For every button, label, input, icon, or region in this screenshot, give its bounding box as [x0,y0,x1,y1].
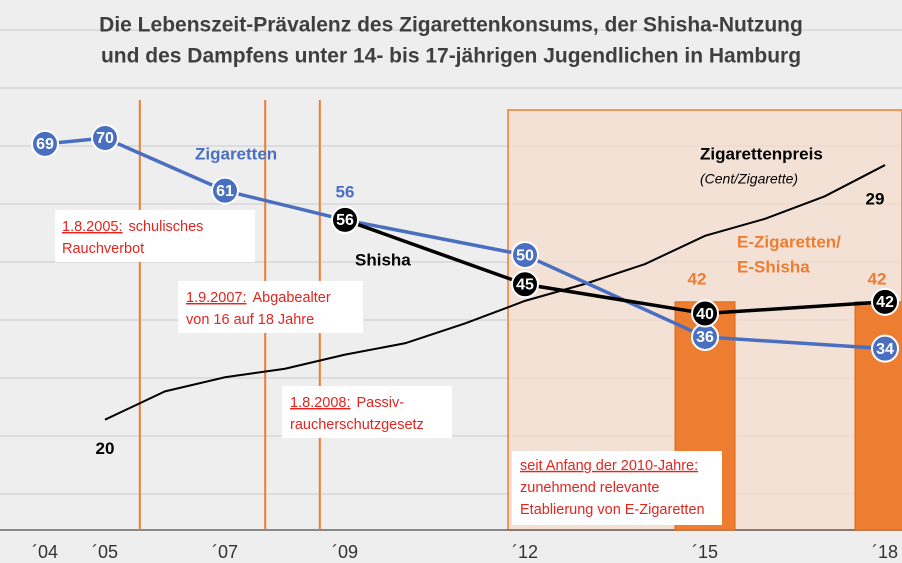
point [91,124,120,153]
x-tick-label: ´15 [692,542,718,562]
x-tick-label: ´09 [332,542,358,562]
point [871,287,900,316]
bar [854,301,902,531]
point [871,334,900,363]
point [511,241,540,270]
point-label: 69 [36,136,54,153]
point-label: 50 [516,247,534,264]
x-tick-label: ´04 [32,542,58,562]
point-label: 36 [696,329,714,346]
annotation-date: 1.9.2007: [186,290,246,306]
annotation-text: Abgabealter [252,290,330,306]
point [691,299,720,328]
point-label: 40 [696,306,714,323]
point-label: 56 [336,182,355,201]
line [104,164,886,421]
series-name: Zigaretten [195,144,277,163]
series-name: Zigarettenpreis [700,144,823,163]
bar-label: 42 [868,269,887,288]
point [511,270,540,299]
point-label: 42 [876,294,894,311]
annotation: raucherschutzgesetz [290,417,424,433]
annotation: 1.8.2005: schulisches [62,219,203,235]
annotation-text: Passiv- [356,395,404,411]
series-name: E-Shisha [737,257,810,276]
x-tick-label: ´18 [872,542,898,562]
annotation: von 16 auf 18 Jahre [186,312,314,328]
note: seit Anfang der 2010-Jahre: [520,458,698,474]
note: Etablierung von E-Zigaretten [520,502,705,518]
annotation: 1.8.2008: Passiv- [290,395,404,411]
x-tick-label: ´12 [512,542,538,562]
note-box [512,451,722,525]
annotation-box [178,281,363,333]
price-label: 20 [96,439,115,458]
chart-title: und des Dampfens unter 14- bis 17-jährig… [101,45,801,68]
note: zunehmend relevante [520,480,659,496]
annotation-text: schulisches [128,219,203,235]
annotation-box [282,386,452,438]
chart-title: Die Lebenszeit-Prävalenz des Zigarettenk… [99,14,803,37]
point [331,205,360,234]
x-tick-label: ´07 [212,542,238,562]
point-label: 70 [96,130,114,147]
point-label: 45 [516,277,534,294]
point [31,129,60,158]
point-label: 56 [336,212,354,229]
annotation-date: 1.8.2005: [62,219,122,235]
price-label: 29 [866,190,885,209]
point-label: 34 [876,341,894,358]
series-name: E-Zigaretten/ [737,232,841,251]
point [211,176,240,205]
bar-label: 42 [688,269,707,288]
point-label: 61 [216,183,234,200]
x-tick-label: ´05 [92,542,118,562]
series-name: Shisha [355,250,411,269]
annotation: 1.9.2007: Abgabealter [186,290,331,306]
annotation-date: 1.8.2008: [290,395,350,411]
line [344,218,886,316]
annotation-box [55,210,255,262]
series-unit: (Cent/Zigarette) [700,171,798,187]
annotation: Rauchverbot [62,241,144,257]
